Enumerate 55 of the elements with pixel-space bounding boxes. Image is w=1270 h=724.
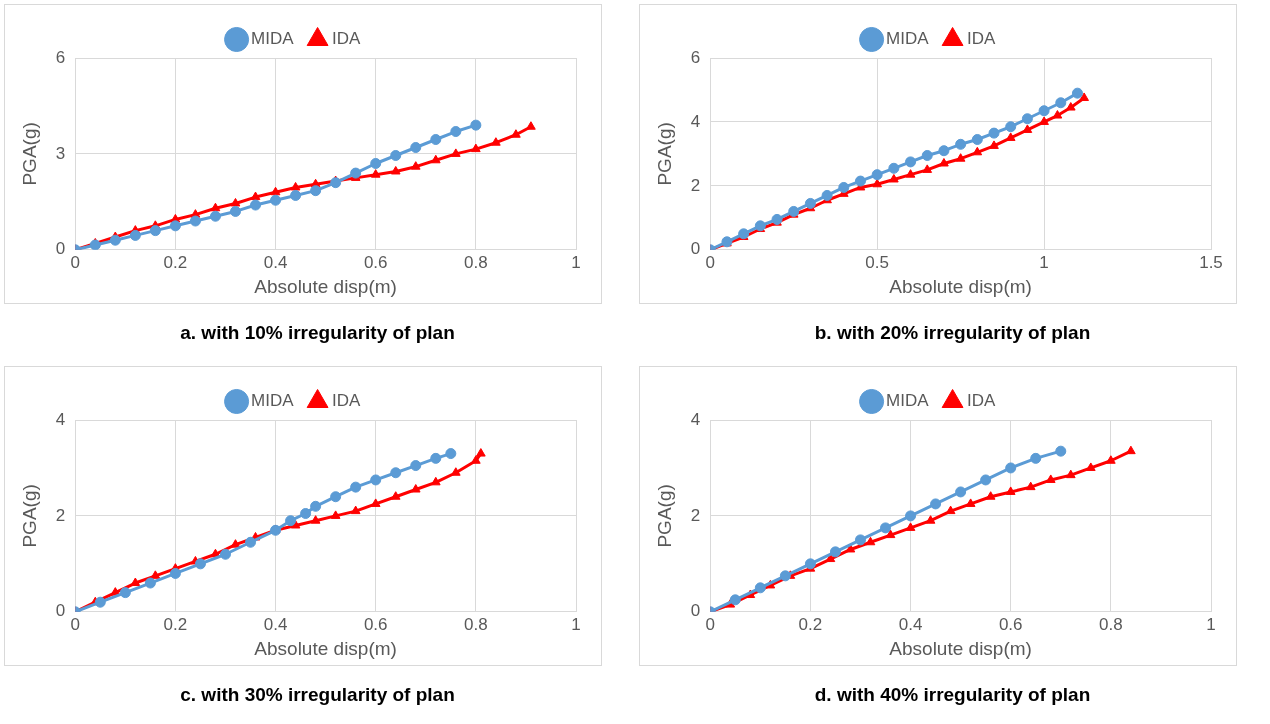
x-tick-label: 0.2 bbox=[798, 614, 823, 634]
x-tick-label: 0.8 bbox=[464, 252, 488, 272]
y-tick-label: 2 bbox=[55, 505, 66, 525]
x-axis-title: Absolute disp(m) bbox=[889, 275, 1032, 297]
x-tick-label: 0.4 bbox=[263, 252, 288, 272]
legend-label: MIDA bbox=[886, 391, 930, 411]
x-tick-label: 0.2 bbox=[163, 614, 188, 634]
x-tick-label: 0.8 bbox=[464, 614, 488, 634]
x-tick-label: 0.2 bbox=[163, 252, 188, 272]
text: d. with 40% irregularity of plan bbox=[813, 684, 1092, 706]
x-tick-label: 0.6 bbox=[998, 614, 1023, 634]
y-axis-title: PGA(g) bbox=[18, 484, 40, 548]
x-tick-label: 1 bbox=[1206, 614, 1216, 634]
y-tick-label: 0 bbox=[690, 239, 701, 259]
x-tick-label: 1 bbox=[571, 614, 581, 634]
legend-label: MIDA bbox=[251, 29, 295, 49]
x-axis-title: Absolute disp(m) bbox=[254, 637, 397, 659]
y-tick-label: 6 bbox=[690, 47, 701, 67]
y-tick-label: 2 bbox=[690, 175, 701, 195]
y-tick-label: 0 bbox=[690, 601, 701, 621]
x-tick-label: 0.4 bbox=[898, 614, 923, 634]
legend-label: IDA bbox=[967, 391, 997, 411]
legend-label: IDA bbox=[967, 29, 997, 49]
x-axis-title: Absolute disp(m) bbox=[889, 637, 1032, 659]
y-axis-title: PGA(g) bbox=[18, 122, 40, 186]
x-tick-label: 0.6 bbox=[363, 252, 388, 272]
x-tick-label: 0 bbox=[70, 252, 80, 272]
legend-label: MIDA bbox=[251, 391, 295, 411]
x-tick-label: 0 bbox=[70, 614, 80, 634]
y-tick-label: 3 bbox=[55, 143, 66, 163]
y-tick-label: 2 bbox=[690, 505, 701, 525]
legend-label: IDA bbox=[332, 391, 362, 411]
y-tick-label: 4 bbox=[55, 409, 66, 429]
x-tick-label: 0.6 bbox=[363, 614, 388, 634]
x-tick-label: 0.5 bbox=[865, 252, 889, 272]
legend-label: IDA bbox=[332, 29, 362, 49]
y-tick-label: 0 bbox=[55, 601, 66, 621]
x-tick-label: 0.8 bbox=[1099, 614, 1123, 634]
x-tick-label: 1.5 bbox=[1199, 252, 1223, 272]
y-axis-title: PGA(g) bbox=[653, 484, 675, 548]
x-tick-label: 1 bbox=[571, 252, 581, 272]
y-axis-title: PGA(g) bbox=[653, 122, 675, 186]
y-tick-label: 0 bbox=[55, 239, 66, 259]
x-axis-title: Absolute disp(m) bbox=[254, 275, 397, 297]
text: a. with 10% irregularity of plan bbox=[179, 322, 456, 344]
y-tick-label: 4 bbox=[690, 111, 701, 131]
x-tick-label: 0.4 bbox=[263, 614, 288, 634]
y-tick-label: 6 bbox=[55, 47, 66, 67]
text: b. with 20% irregularity of plan bbox=[813, 322, 1092, 344]
x-tick-label: 1 bbox=[1039, 252, 1049, 272]
y-tick-label: 4 bbox=[690, 409, 701, 429]
text: c. with 30% irregularity of plan bbox=[179, 684, 456, 706]
x-tick-label: 0 bbox=[705, 252, 715, 272]
legend-label: MIDA bbox=[886, 29, 930, 49]
x-tick-label: 0 bbox=[705, 614, 715, 634]
